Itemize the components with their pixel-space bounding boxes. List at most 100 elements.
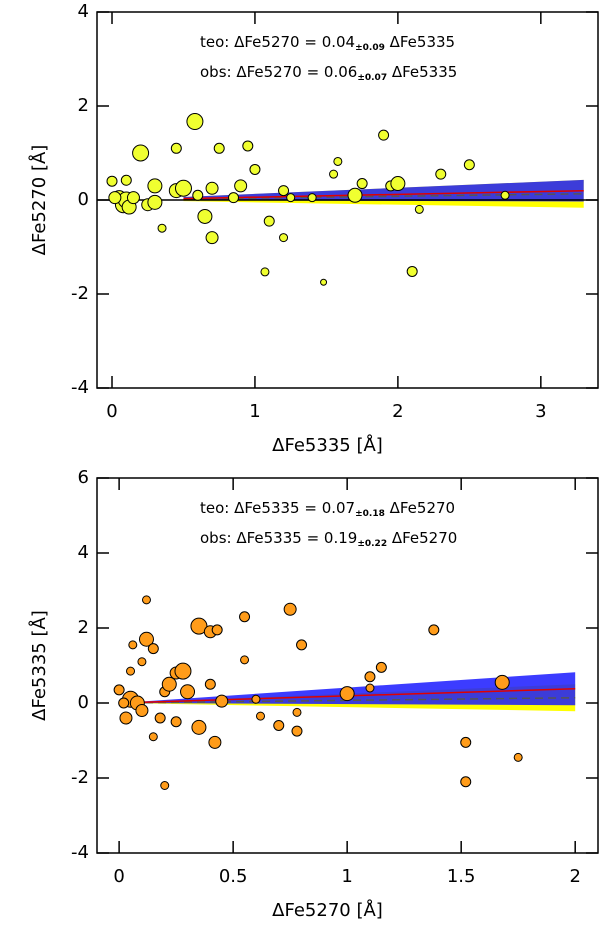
data-point (278, 185, 290, 197)
data-point (365, 683, 375, 693)
y-tick-label: -2 (71, 767, 89, 788)
data-point (211, 624, 223, 636)
data-point (208, 735, 222, 749)
data-point (141, 595, 151, 605)
x-tick-label: 3 (535, 401, 546, 422)
data-point (329, 169, 339, 179)
data-point (186, 113, 204, 131)
data-point (161, 676, 177, 692)
annotation-prefix: obs: ΔFe5270 = (200, 63, 324, 81)
data-point (154, 712, 166, 724)
data-point (157, 223, 167, 233)
data-point (414, 204, 424, 214)
data-point (291, 725, 303, 737)
data-point (170, 716, 182, 728)
data-point (375, 661, 387, 673)
annotation-error: ±0.22 (357, 539, 387, 549)
annotation-prefix: teo: ΔFe5270 = (200, 33, 322, 51)
data-point (296, 639, 308, 651)
data-point (190, 617, 208, 635)
data-point (460, 736, 472, 748)
y-axis-label: ΔFe5335 [Å] (28, 610, 50, 721)
y-tick-label: 4 (78, 542, 89, 563)
data-point (119, 711, 133, 725)
x-tick-label: 0 (113, 866, 124, 887)
data-point (356, 178, 368, 190)
data-point (135, 704, 149, 717)
data-point (128, 640, 138, 650)
annotation-error: ±0.09 (355, 43, 385, 53)
data-point (137, 657, 147, 667)
fit-line (183, 193, 584, 200)
data-point (147, 643, 159, 655)
x-tick-label: 0 (106, 401, 117, 422)
data-point (205, 231, 219, 245)
data-point (260, 267, 270, 277)
data-point (126, 191, 140, 205)
x-tick-label: 2 (569, 866, 580, 887)
y-tick-label: 0 (78, 692, 89, 713)
fit-annotation: teo: ΔFe5270 = 0.04±0.09 ΔFe5335 (200, 33, 455, 53)
fit-annotation: obs: ΔFe5335 = 0.19±0.22 ΔFe5270 (200, 529, 457, 549)
data-point (108, 191, 122, 205)
panel: 0 0.5 1 1.5 2 -4 -2 0 2 4 6 ΔFe5270 [Å] ΔFe5335 [Å] t… (28, 467, 599, 921)
annotation-prefix: obs: ΔFe5335 = (200, 529, 324, 547)
x-tick-label: 1 (249, 401, 260, 422)
data-point (378, 129, 390, 141)
fit-annotation: obs: ΔFe5270 = 0.06±0.07 ΔFe5335 (200, 63, 457, 83)
data-point (307, 193, 317, 203)
data-point (273, 720, 285, 731)
data-point (113, 684, 125, 696)
data-point (292, 707, 302, 717)
data-point (106, 175, 118, 187)
data-point (364, 671, 376, 683)
y-tick-label: 4 (78, 1, 89, 22)
y-axis-label: ΔFe5270 [Å] (28, 145, 50, 256)
x-tick-label: 1 (341, 866, 352, 887)
annotation-suffix: ΔFe5270 (385, 499, 455, 517)
data-point (174, 179, 192, 197)
annotation-slope: 0.06 (324, 63, 357, 81)
data-point (126, 666, 136, 676)
y-tick-label: -2 (71, 283, 89, 304)
x-tick-label: 0.5 (219, 866, 248, 887)
data-point (240, 655, 250, 665)
fit-annotation: teo: ΔFe5335 = 0.07±0.18 ΔFe5270 (200, 499, 455, 519)
panel: 0 1 2 3 -4 -2 0 2 4 ΔFe5335 [Å] ΔFe5270 [Å] teo: ΔF… (28, 1, 599, 456)
data-point (204, 678, 216, 690)
x-axis-label: ΔFe5270 [Å] (272, 899, 383, 921)
x-tick-label: 2 (392, 401, 403, 422)
data-point (463, 159, 475, 171)
data-point (160, 781, 170, 790)
data-point (406, 265, 418, 277)
data-point (242, 140, 254, 152)
data-point (263, 215, 275, 227)
data-point (283, 602, 297, 616)
data-point (347, 187, 363, 203)
data-point (205, 181, 219, 195)
annotation-error: ±0.18 (355, 509, 385, 519)
y-tick-label: 2 (78, 617, 89, 638)
data-point (118, 697, 130, 709)
data-point (435, 168, 447, 180)
data-point (339, 686, 355, 702)
data-point (148, 732, 158, 742)
data-point (191, 719, 207, 735)
data-point (251, 694, 261, 704)
annotation-error: ±0.07 (357, 73, 387, 83)
y-tick-label: 2 (78, 95, 89, 116)
data-point (390, 176, 406, 192)
data-point (197, 208, 213, 224)
data-point (132, 144, 150, 162)
data-point (120, 174, 132, 186)
data-point (228, 192, 240, 204)
data-point (256, 711, 266, 721)
data-point (138, 631, 154, 647)
annotation-slope: 0.19 (324, 529, 357, 547)
data-point (333, 156, 343, 166)
data-point (320, 278, 328, 286)
data-point (494, 674, 510, 690)
data-point (192, 189, 204, 201)
x-axis-label: ΔFe5335 [Å] (272, 434, 383, 456)
